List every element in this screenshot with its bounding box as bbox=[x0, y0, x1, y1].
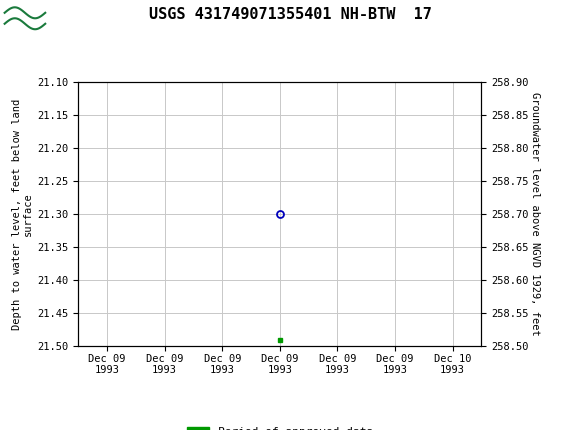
Text: USGS: USGS bbox=[49, 9, 104, 27]
Legend: Period of approved data: Period of approved data bbox=[182, 422, 378, 430]
Bar bbox=[3, 3, 46, 34]
Y-axis label: Groundwater level above NGVD 1929, feet: Groundwater level above NGVD 1929, feet bbox=[530, 92, 540, 336]
Text: USGS 431749071355401 NH-BTW  17: USGS 431749071355401 NH-BTW 17 bbox=[148, 7, 432, 22]
Y-axis label: Depth to water level, feet below land
surface: Depth to water level, feet below land su… bbox=[12, 98, 33, 329]
